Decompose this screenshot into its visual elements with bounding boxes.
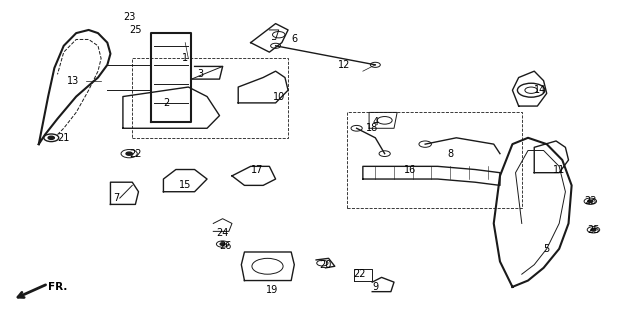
Text: 14: 14: [535, 85, 546, 95]
Circle shape: [126, 152, 132, 155]
Text: 15: 15: [179, 180, 192, 190]
Text: 25: 25: [587, 225, 600, 235]
Text: 22: 22: [129, 149, 141, 159]
Text: 24: 24: [217, 228, 229, 238]
Circle shape: [220, 243, 225, 245]
Text: 11: 11: [553, 164, 565, 174]
Text: 17: 17: [251, 164, 263, 174]
Text: 7: 7: [113, 193, 120, 203]
Text: 26: 26: [220, 241, 232, 251]
Text: 1: 1: [182, 53, 188, 63]
Text: 10: 10: [272, 92, 285, 101]
Text: 2: 2: [163, 98, 170, 108]
Text: 23: 23: [584, 196, 597, 206]
Text: 8: 8: [447, 149, 453, 159]
Text: 6: 6: [291, 35, 297, 44]
Text: 22: 22: [354, 269, 366, 279]
Circle shape: [48, 136, 54, 140]
Text: 19: 19: [267, 285, 279, 295]
Text: 20: 20: [319, 260, 332, 270]
Text: 23: 23: [123, 12, 135, 22]
Text: 3: 3: [198, 69, 204, 79]
Text: 21: 21: [58, 133, 70, 143]
Circle shape: [591, 228, 596, 231]
Text: 25: 25: [129, 25, 141, 35]
Text: 13: 13: [67, 76, 79, 86]
Text: FR.: FR.: [48, 282, 68, 292]
Text: 4: 4: [372, 117, 378, 127]
Text: 12: 12: [338, 60, 351, 70]
Text: 5: 5: [543, 244, 550, 254]
Text: 16: 16: [404, 164, 416, 174]
Text: 9: 9: [372, 282, 378, 292]
Circle shape: [588, 200, 593, 203]
Text: 18: 18: [366, 123, 378, 133]
